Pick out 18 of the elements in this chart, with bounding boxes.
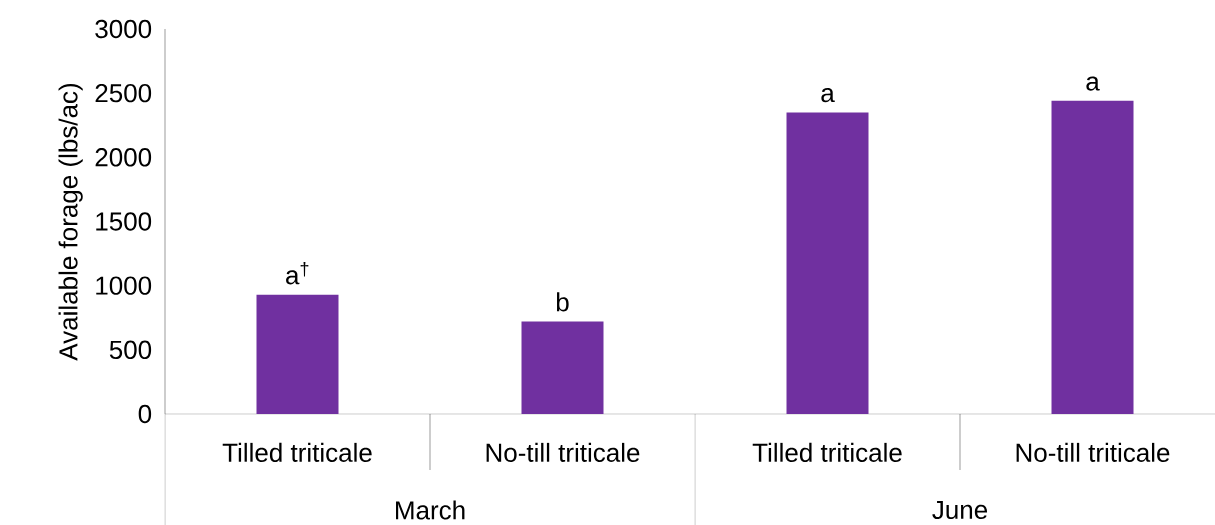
y-tick-label: 2500 xyxy=(95,83,152,103)
y-axis-title: Available forage (lbs/ac) xyxy=(58,83,83,361)
y-tick-label: 0 xyxy=(138,404,152,424)
x-tick-label: Tilled triticale xyxy=(222,442,372,462)
y-tick-label: 500 xyxy=(109,340,152,360)
y-tick-label: 1000 xyxy=(96,276,152,295)
text: March xyxy=(396,500,465,520)
annotation: b xyxy=(556,292,569,312)
x-tick-label: Tilled triticale xyxy=(752,442,902,462)
annotation: a xyxy=(821,87,835,103)
y-tick-label: 3000 xyxy=(95,19,152,39)
text: June xyxy=(932,500,988,520)
x-tick-label: No-till triticale xyxy=(1016,442,1170,462)
annotation: a xyxy=(1086,76,1100,91)
y-tick-label: 1500 xyxy=(96,212,152,231)
x-tick-label: No-till triticale xyxy=(486,442,640,462)
y-tick-label: 2000 xyxy=(95,148,152,167)
annotation: a$^{†}$ xyxy=(286,261,309,285)
